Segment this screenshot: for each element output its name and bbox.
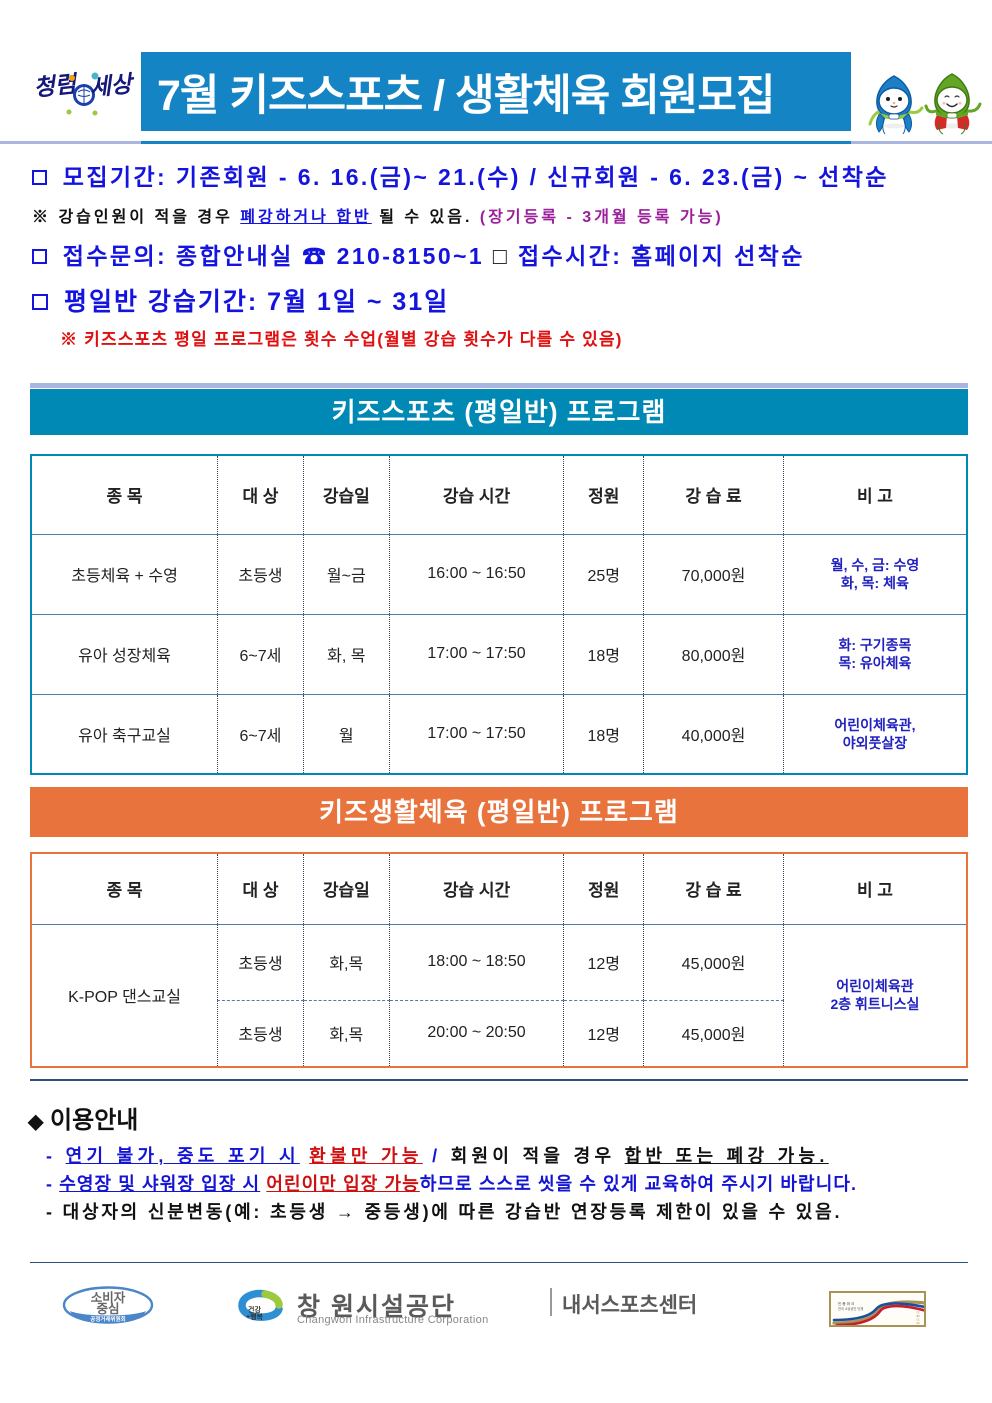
svg-text:공정거래위원회: 공정거래위원회 [90, 1315, 125, 1323]
svg-text:중심: 중심 [96, 1301, 119, 1316]
svg-text:인 증 마 크: 인 증 마 크 [838, 1301, 855, 1306]
svg-text:전국 소상공인 단체: 전국 소상공인 단체 [838, 1306, 863, 1311]
svg-text:진 품 인 증: 진 품 인 증 [916, 1311, 921, 1325]
svg-text:청렴: 청렴 [32, 70, 80, 101]
